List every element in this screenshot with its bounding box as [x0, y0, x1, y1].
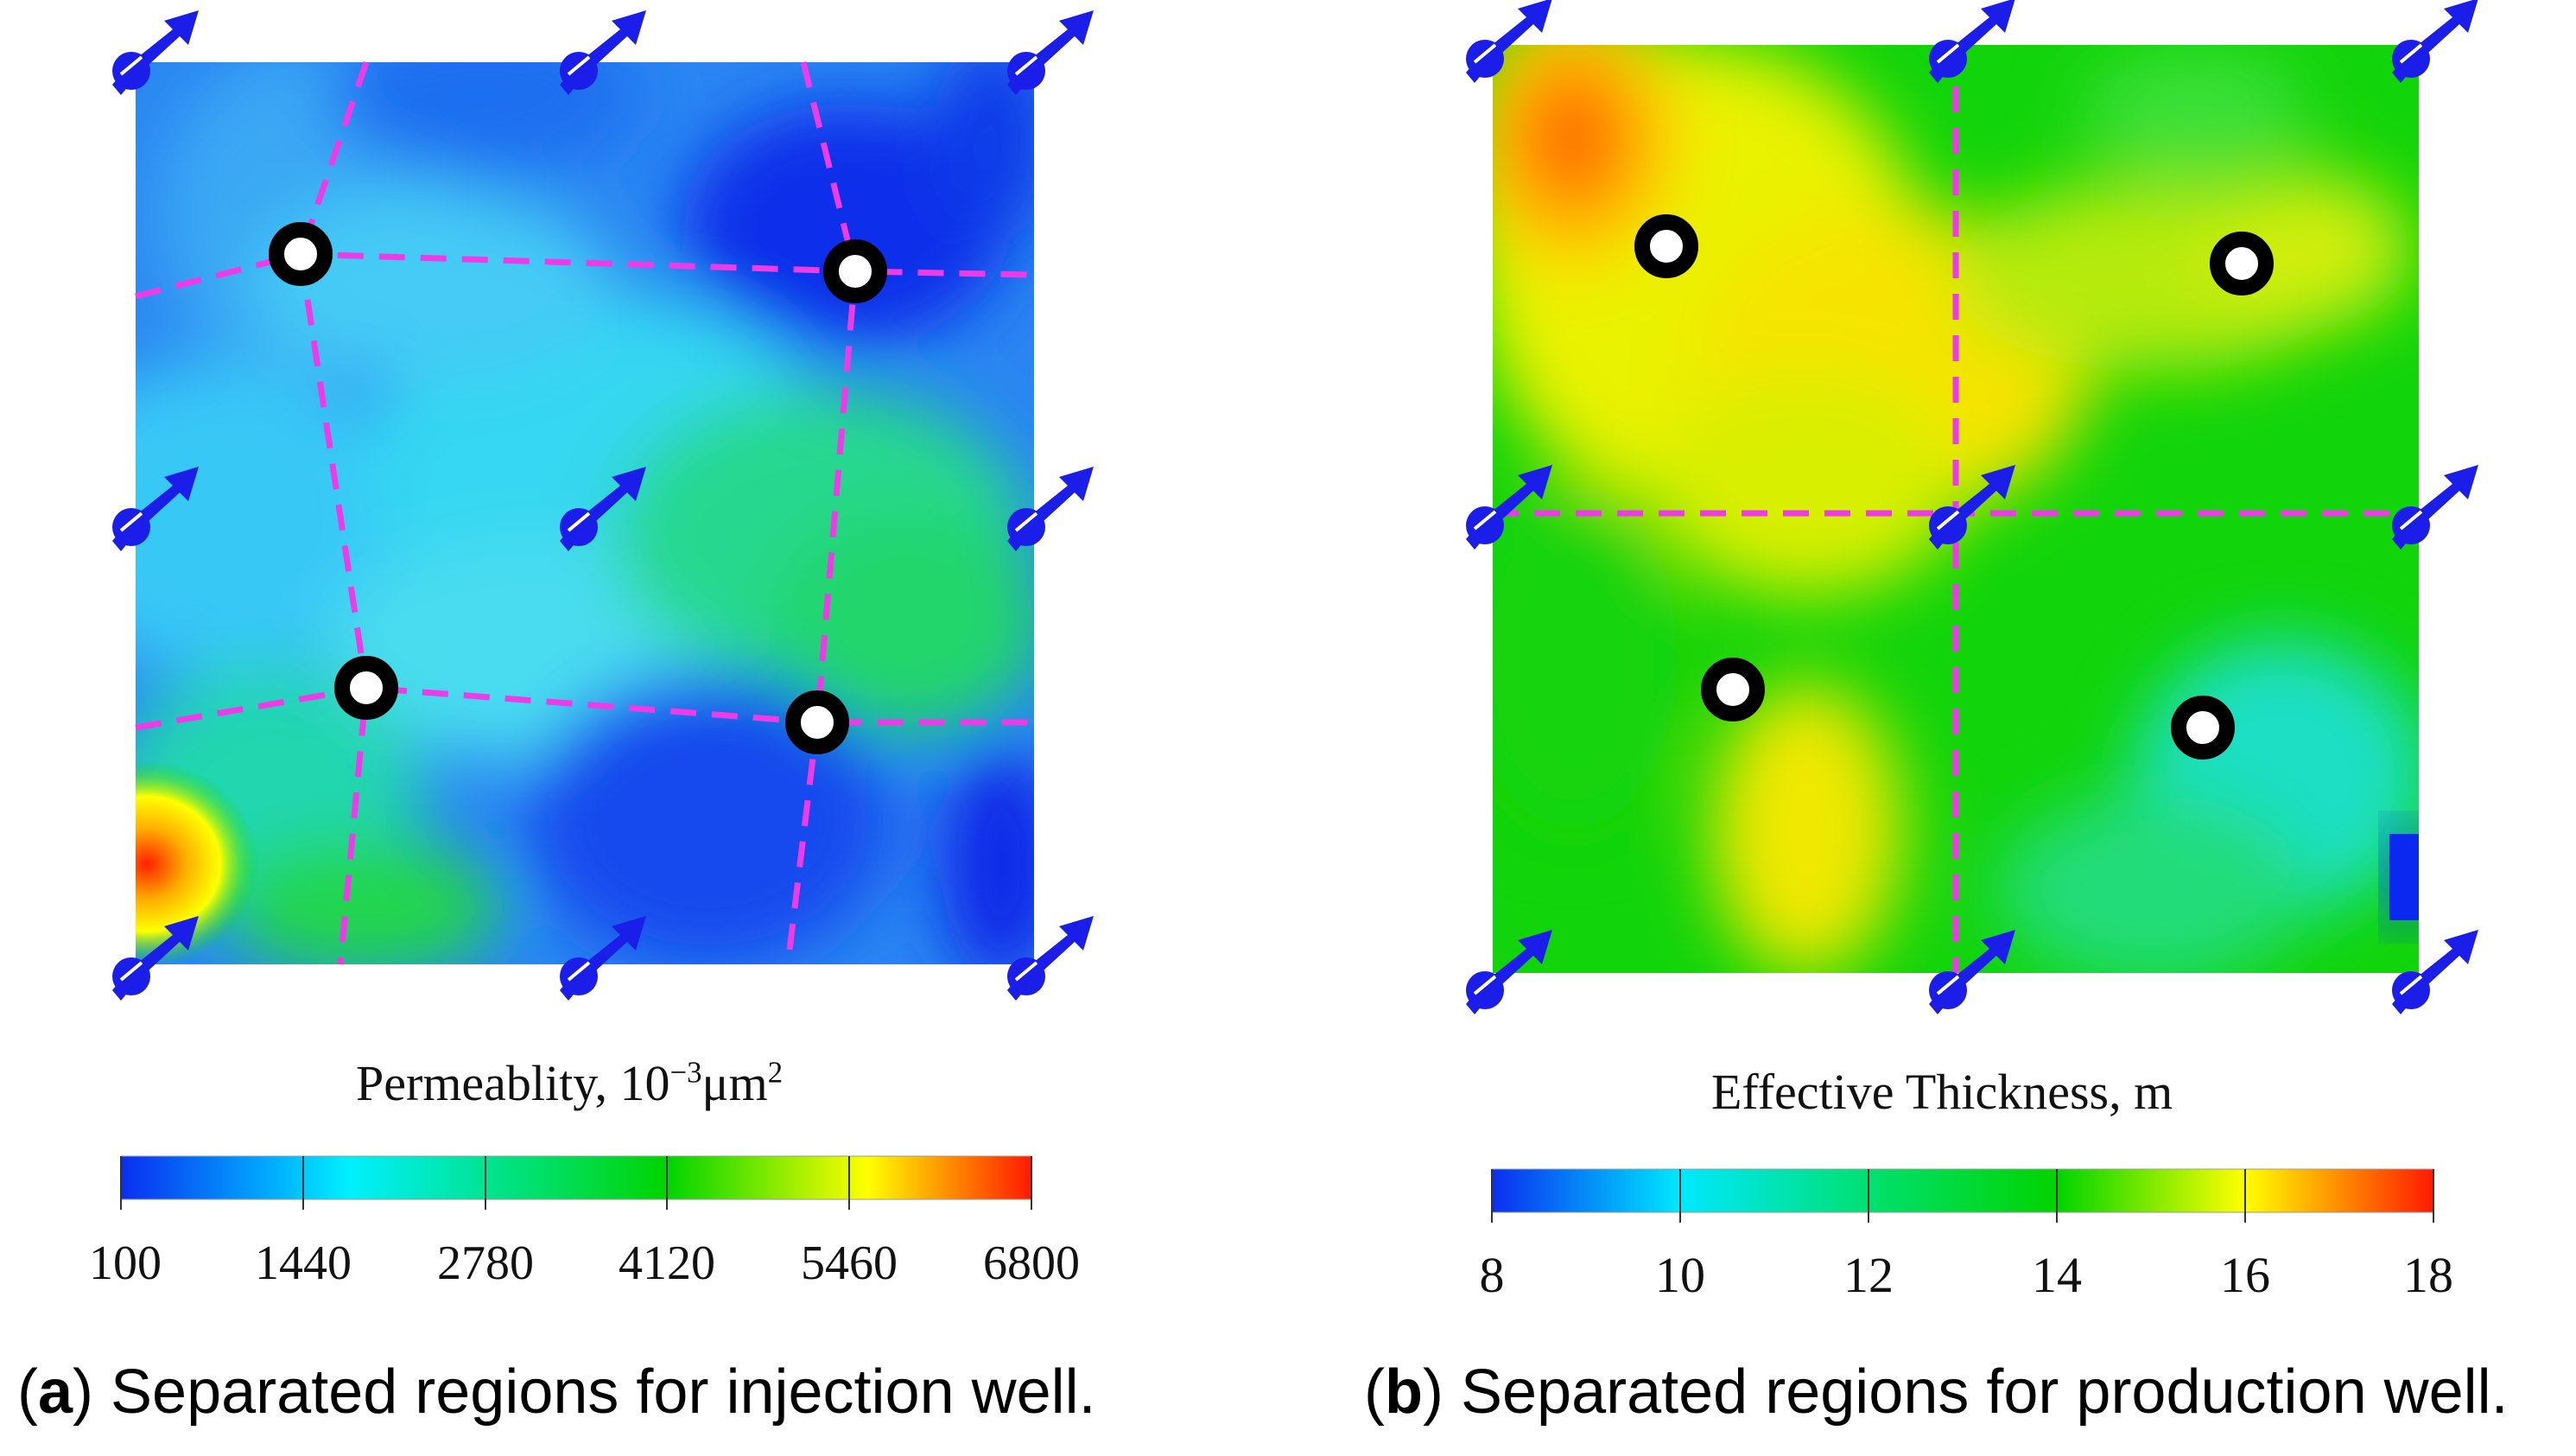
blue-arrow-well-icon	[1007, 916, 1094, 1001]
black-ring-well-icon	[2171, 696, 2235, 760]
blue-arrow-well-icon	[112, 916, 199, 1001]
blue-arrow-well-icon	[1929, 465, 2015, 550]
colorbar-gradient	[1491, 1168, 2434, 1213]
blue-arrow-well-icon	[112, 10, 199, 95]
black-ring-well-icon	[334, 656, 398, 720]
blue-arrow-well-icon	[1007, 467, 1094, 551]
black-ring-well-icon	[1634, 214, 1698, 278]
blue-arrow-well-icon	[1466, 930, 1552, 1014]
caption-a: (a) Separated regions for injection well…	[17, 1357, 1096, 1427]
colorbar-tick: 6800	[983, 1237, 1080, 1290]
colorbar-title: Effective Thickness, m	[1711, 1064, 2173, 1120]
injection-wells	[112, 10, 1094, 1001]
production-wells	[269, 222, 887, 754]
high-permeability-spot	[136, 760, 259, 964]
permeability-field	[136, 62, 1034, 964]
blue-arrow-well-icon	[112, 467, 199, 551]
blue-arrow-well-icon	[1466, 0, 1552, 83]
colorbar-gradient	[120, 1155, 1032, 1200]
colorbar-tick: 18	[2403, 1247, 2453, 1303]
colorbar-tick: 12	[1843, 1247, 1894, 1303]
black-ring-well-icon	[1701, 658, 1765, 722]
blue-arrow-well-icon	[1929, 930, 2015, 1014]
permeability-colorbar: 100 1440 2780 4120 5460 6800	[89, 1155, 1080, 1290]
thickness-colorbar: 8 10 12 14 16 18	[1480, 1168, 2453, 1303]
blue-arrow-well-icon	[2392, 930, 2478, 1014]
colorbar-tick: 1440	[255, 1237, 352, 1290]
colorbar-title: Permeablity, 10−3μm2	[356, 1055, 784, 1111]
production-wells	[1634, 214, 2274, 760]
colorbar-tick: 16	[2220, 1247, 2270, 1303]
blue-arrow-well-icon	[560, 467, 646, 551]
black-ring-well-icon	[269, 222, 333, 286]
blue-arrow-well-icon	[2392, 465, 2478, 550]
blue-arrow-well-icon	[560, 10, 646, 95]
colorbar-tick: 4120	[619, 1237, 715, 1290]
thickness-map	[1466, 0, 2478, 1014]
black-ring-well-icon	[785, 690, 849, 754]
caption-b: (b) Separated regions for production wel…	[1364, 1357, 2509, 1427]
colorbar-tick: 2780	[437, 1237, 534, 1290]
permeability-map	[112, 10, 1094, 1001]
blue-arrow-well-icon	[2392, 0, 2478, 83]
blue-arrow-well-icon	[1466, 465, 1552, 550]
colorbar-tick: 10	[1655, 1247, 1705, 1303]
blue-arrow-well-icon	[1007, 10, 1094, 95]
blue-arrow-well-icon	[560, 916, 646, 1001]
black-ring-well-icon	[2210, 232, 2274, 296]
colorbar-tick: 14	[2032, 1247, 2082, 1303]
injection-wells	[1466, 0, 2478, 1014]
panel-a-injection: Permeablity, 10−3μm2 100 1440 2780 4120 …	[17, 10, 1096, 1427]
panel-b-production: Effective Thickness, m 8 10 12 14 16 18 …	[1288, 0, 2576, 1456]
thickness-field	[1493, 45, 2419, 973]
colorbar-tick: 5460	[801, 1237, 898, 1290]
black-ring-well-icon	[823, 239, 887, 303]
colorbar-tick: 8	[1480, 1247, 1505, 1303]
colorbar-tick: 100	[89, 1237, 162, 1290]
blue-arrow-well-icon	[1929, 0, 2015, 83]
region-dividers	[135, 60, 1035, 965]
